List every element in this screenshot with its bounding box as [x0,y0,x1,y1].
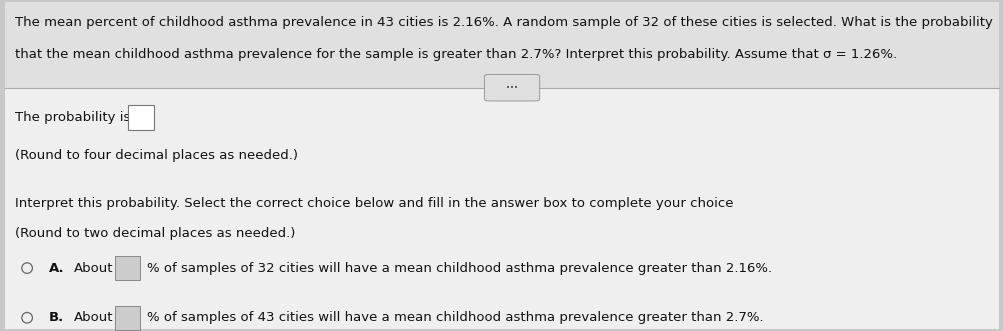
Text: About: About [74,261,113,275]
FancyBboxPatch shape [115,306,139,330]
Text: The probability is: The probability is [15,111,130,124]
Text: (Round to two decimal places as needed.): (Round to two decimal places as needed.) [15,227,295,240]
Text: About: About [74,311,113,324]
Text: % of samples of 43 cities will have a mean childhood asthma prevalence greater t: % of samples of 43 cities will have a me… [146,311,762,324]
FancyBboxPatch shape [115,256,139,280]
FancyBboxPatch shape [484,74,540,101]
Text: (Round to four decimal places as needed.): (Round to four decimal places as needed.… [15,149,298,162]
FancyBboxPatch shape [5,88,998,329]
Text: The mean percent of childhood asthma prevalence in 43 cities is 2.16%. A random : The mean percent of childhood asthma pre… [15,16,992,29]
Text: % of samples of 32 cities will have a mean childhood asthma prevalence greater t: % of samples of 32 cities will have a me… [146,261,771,275]
Text: Interpret this probability. Select the correct choice below and fill in the answ: Interpret this probability. Select the c… [15,197,733,210]
Text: A.: A. [49,261,65,275]
FancyBboxPatch shape [5,2,998,88]
FancyBboxPatch shape [127,105,153,130]
Text: that the mean childhood asthma prevalence for the sample is greater than 2.7%? I: that the mean childhood asthma prevalenc… [15,48,897,61]
Text: B.: B. [49,311,64,324]
Text: •••: ••• [506,85,518,91]
